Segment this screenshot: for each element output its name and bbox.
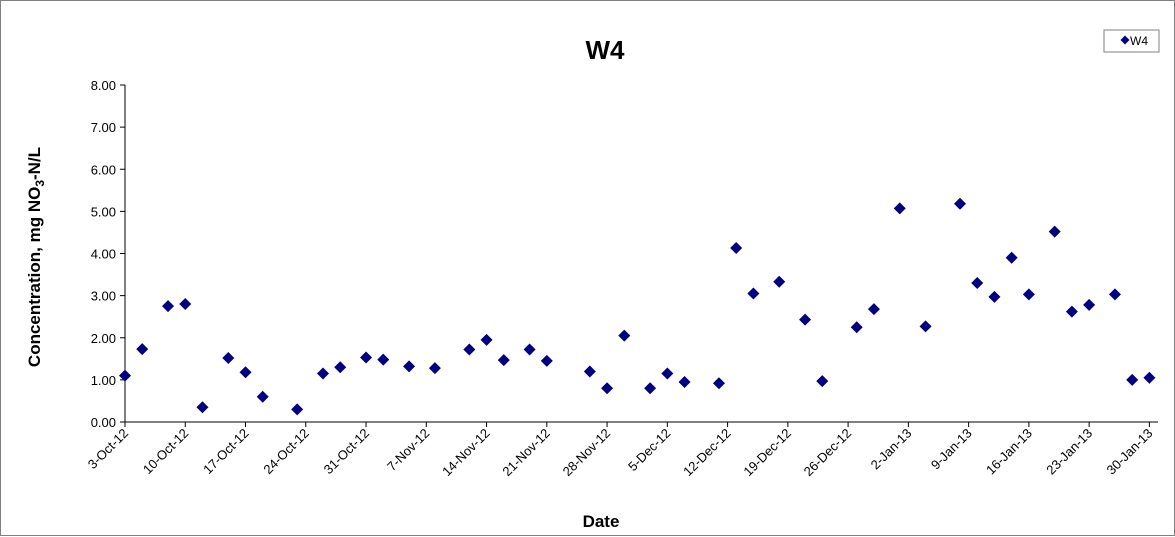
data-point	[773, 275, 786, 288]
x-tick-label: 12-Dec-12	[680, 426, 734, 480]
y-tick-label: 5.00	[91, 204, 116, 219]
data-point	[403, 360, 416, 373]
data-point	[196, 401, 209, 414]
data-point	[816, 375, 829, 388]
x-tick-label: 23-Jan-13	[1043, 426, 1095, 478]
data-point	[1126, 373, 1139, 386]
data-point	[893, 202, 906, 215]
data-point	[583, 365, 596, 378]
x-tick-label: 9-Jan-13	[928, 426, 975, 473]
x-tick-label: 2-Jan-13	[868, 426, 915, 473]
y-tick-label: 4.00	[91, 247, 116, 262]
legend: W4	[1103, 29, 1160, 53]
data-point	[480, 333, 493, 346]
y-tick-label: 0.00	[91, 415, 116, 430]
data-point	[377, 353, 390, 366]
x-tick-label: 16-Jan-13	[983, 426, 1035, 478]
data-point	[644, 382, 657, 395]
data-point	[428, 362, 441, 375]
data-point	[1143, 371, 1156, 384]
x-tick-label: 14-Nov-12	[439, 426, 493, 480]
x-tick-label: 3-Oct-12	[85, 426, 131, 472]
x-axis: 3-Oct-12 10-Oct-12 17-Oct-12 24-Oct-12 31-Oc…	[85, 421, 1158, 480]
legend-box	[1103, 29, 1160, 53]
data-point	[540, 354, 553, 367]
data-point	[222, 351, 235, 364]
x-tick-label: 10-Oct-12	[140, 426, 191, 477]
data-point	[618, 329, 631, 342]
data-point	[799, 313, 812, 326]
x-tick-label: 30-Jan-13	[1104, 426, 1156, 478]
x-tick-label: 24-Oct-12	[260, 426, 311, 477]
data-point	[162, 300, 175, 313]
data-point	[1065, 305, 1078, 318]
y-axis: 0.00 1.00 2.00 3.00 4.00 5.00 6.00 7.00 8.00	[91, 78, 126, 430]
x-tick-label: 21-Nov-12	[499, 426, 553, 480]
data-point	[497, 354, 510, 367]
data-point	[1108, 288, 1121, 301]
data-point	[316, 367, 329, 380]
data-point	[291, 403, 304, 416]
data-point	[661, 367, 674, 380]
x-tick-label: 31-Oct-12	[321, 426, 372, 477]
x-tick-label: 17-Oct-12	[200, 426, 251, 477]
x-axis-title: Date	[583, 512, 620, 531]
x-tick-label: 28-Nov-12	[560, 426, 614, 480]
x-tick-label: 7-Nov-12	[384, 426, 432, 474]
data-point	[712, 377, 725, 390]
data-point	[179, 298, 192, 311]
data-point	[867, 303, 880, 316]
data-point	[463, 343, 476, 356]
x-tick-label: 26-Dec-12	[801, 426, 855, 480]
data-point	[919, 320, 932, 333]
data-point	[119, 369, 131, 382]
data-point	[523, 343, 536, 356]
data-point	[1005, 251, 1018, 264]
data-point	[730, 242, 743, 255]
data-point	[360, 351, 373, 364]
x-tick-label: 5-Dec-12	[625, 426, 673, 474]
data-point	[747, 287, 760, 300]
y-axis-title: Concentration, mg NO3-N/L	[25, 147, 47, 367]
y-tick-label: 3.00	[91, 289, 116, 304]
data-point	[971, 276, 984, 289]
data-point	[136, 343, 149, 356]
data-point	[988, 290, 1001, 303]
data-point	[334, 361, 347, 374]
data-points	[119, 197, 1156, 416]
data-point	[850, 321, 863, 334]
y-tick-label: 8.00	[91, 78, 116, 93]
data-point	[239, 366, 252, 379]
data-point	[1022, 288, 1035, 301]
data-point	[954, 197, 967, 210]
y-tick-label: 6.00	[91, 162, 116, 177]
data-point	[1083, 298, 1096, 311]
chart-title: W4	[586, 35, 626, 65]
data-point	[256, 390, 269, 403]
data-point	[1048, 225, 1061, 238]
data-point	[601, 382, 614, 395]
legend-marker	[1120, 35, 1130, 45]
legend-label: W4	[1130, 34, 1148, 48]
y-tick-label: 1.00	[91, 373, 116, 388]
x-tick-label: 19-Dec-12	[740, 426, 794, 480]
y-tick-label: 7.00	[91, 120, 116, 135]
data-point	[678, 375, 691, 388]
y-tick-label: 2.00	[91, 331, 116, 346]
